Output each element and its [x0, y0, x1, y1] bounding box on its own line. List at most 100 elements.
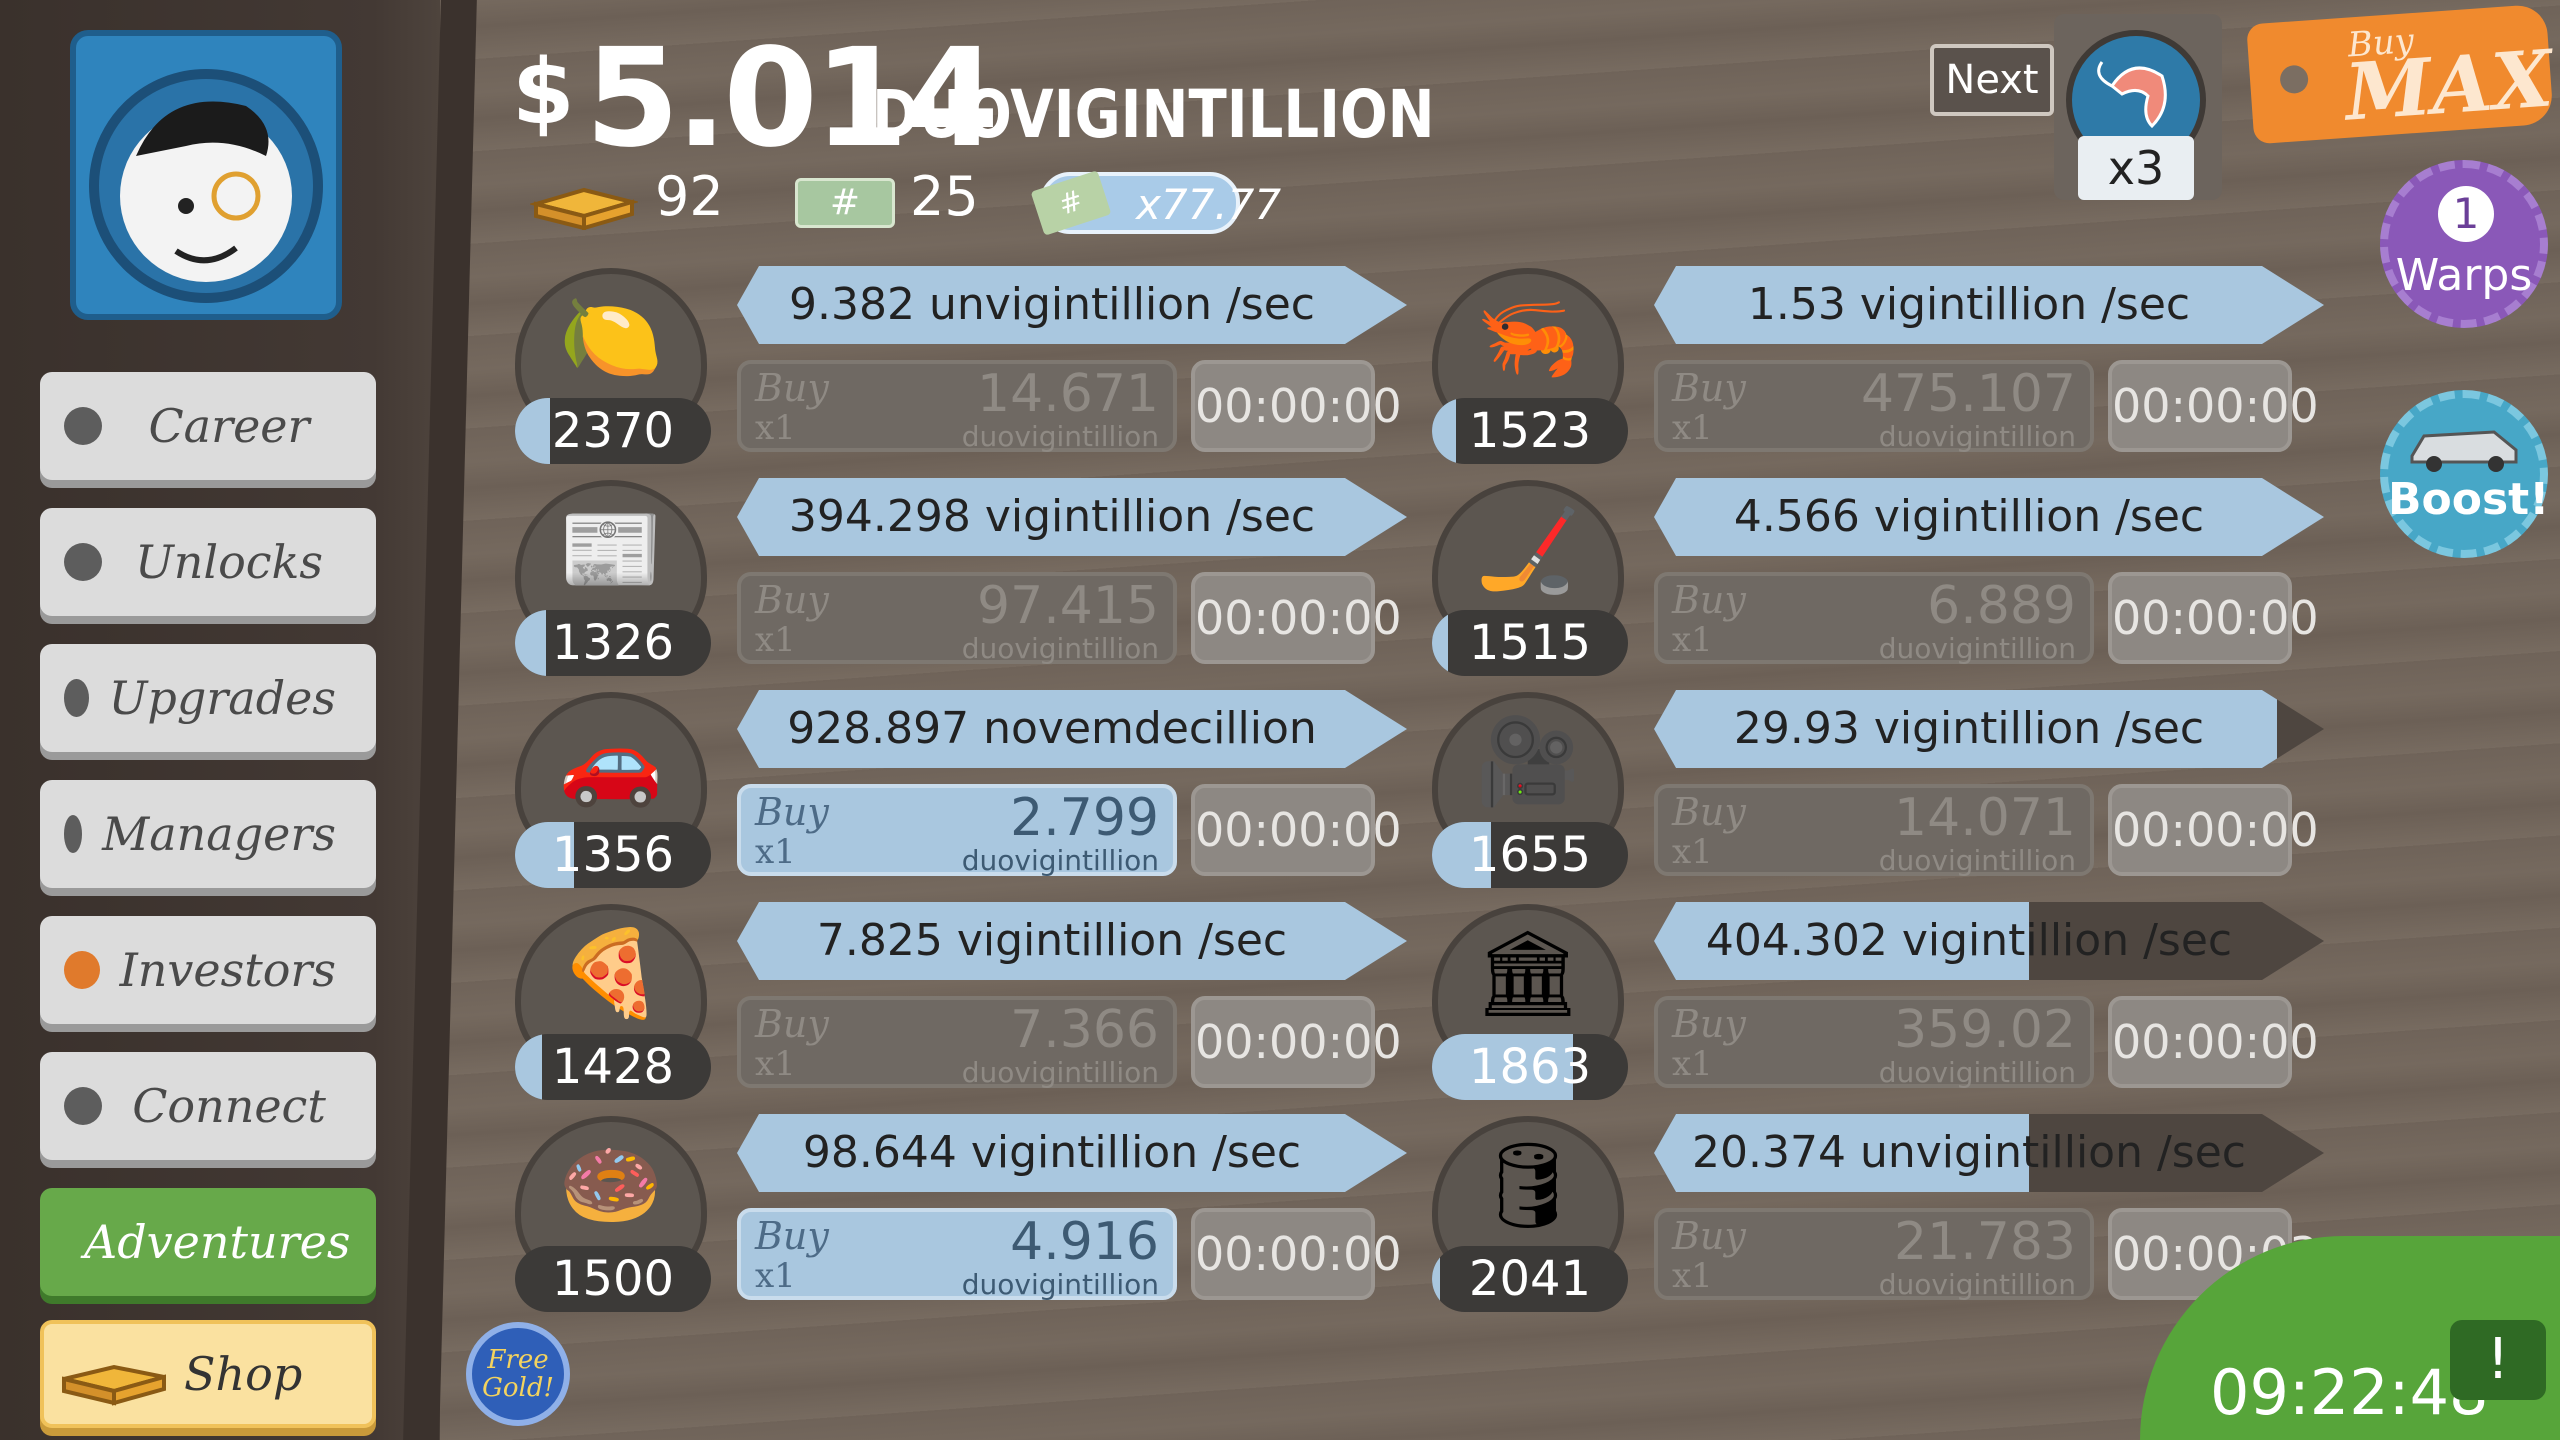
- status-dot: [64, 543, 102, 581]
- cycle-timer: 00:00:00: [2108, 784, 2319, 876]
- unlocks-button[interactable]: Unlocks: [40, 508, 376, 616]
- boost-button[interactable]: Boost!: [2380, 390, 2550, 558]
- boost-label: Boost!: [2388, 474, 2550, 525]
- cash-amount: 5.014: [585, 20, 999, 178]
- buy-business-button[interactable]: Buy x1 97.415 duovigintillion: [737, 572, 1177, 665]
- cycle-progress-fill: [1654, 1114, 2029, 1192]
- cash-currency-symbol: $: [512, 40, 575, 145]
- buy-label: Buy: [1672, 1214, 1746, 1258]
- buy-price: 6.889: [1927, 576, 2076, 636]
- buy-business-button[interactable]: Buy x1 7.366 duovigintillion: [737, 996, 1177, 1089]
- buy-price: 97.415: [977, 576, 1159, 636]
- buy-label: Buy: [1672, 578, 1746, 622]
- astronaut-portrait-icon: [89, 69, 323, 303]
- buy-price-unit: duovigintillion: [961, 844, 1159, 877]
- buy-quantity: x1: [1672, 832, 1713, 872]
- buy-business-button[interactable]: Buy x1 14.071 duovigintillion: [1654, 784, 2094, 877]
- level-progress-fill: [515, 398, 551, 464]
- managers-label: Managers: [102, 807, 336, 861]
- cycle-timer: 00:00:00: [2108, 996, 2319, 1088]
- buy-quantity: x1: [1672, 408, 1713, 448]
- cycle-timer: 00:00:00: [2108, 360, 2319, 452]
- buy-business-button[interactable]: Buy x1 2.799 duovigintillion: [737, 784, 1177, 877]
- oil-rig-icon: 🛢: [1474, 1136, 1582, 1234]
- cycle-timer: 00:00:00: [2108, 572, 2319, 664]
- free-gold-button[interactable]: Free Gold!: [466, 1322, 570, 1426]
- status-dot: [64, 951, 100, 989]
- revenue-progress-bar: 1.53 vigintillion /sec: [1654, 266, 2324, 344]
- upgrades-button[interactable]: Upgrades: [40, 644, 376, 752]
- status-dot: [64, 407, 102, 445]
- career-button[interactable]: Career: [40, 372, 376, 480]
- buy-price-unit: duovigintillion: [1878, 1056, 2076, 1089]
- shrimp-icon: 🦐: [1475, 288, 1581, 386]
- business-count-value: 1500: [551, 1251, 675, 1307]
- buy-price-unit: duovigintillion: [1878, 420, 2076, 453]
- buy-label: Buy: [755, 366, 829, 410]
- next-unlock-button[interactable]: Next: [1930, 44, 2054, 116]
- gold-bars-icon: [530, 187, 638, 230]
- bank-icon: 🏛: [1474, 924, 1582, 1022]
- cycle-timer: 00:00:00: [1191, 572, 1402, 664]
- donut-icon: 🍩: [558, 1136, 664, 1234]
- business-count-value: 1655: [1468, 827, 1592, 883]
- business-owned-count: 1515: [1432, 610, 1628, 676]
- cycle-progress-fill: [1654, 902, 2029, 980]
- business-count-value: 1428: [551, 1039, 675, 1095]
- level-progress-fill: [1432, 1034, 1574, 1100]
- buy-price: 475.107: [1860, 364, 2076, 424]
- investors-button[interactable]: Investors: [40, 916, 376, 1024]
- buy-price-unit: duovigintillion: [1878, 632, 2076, 665]
- business-owned-count: 2041: [1432, 1246, 1628, 1312]
- next-unlock-panel[interactable]: x3: [2054, 14, 2222, 200]
- business-owned-count: 1326: [515, 610, 711, 676]
- revenue-progress-bar: 4.566 vigintillion /sec: [1654, 478, 2324, 556]
- buy-business-button[interactable]: Buy x1 21.783 duovigintillion: [1654, 1208, 2094, 1301]
- buy-label: Buy: [755, 790, 829, 834]
- angel-multiplier[interactable]: # x77.77: [1030, 170, 1281, 236]
- buy-quantity: x1: [755, 1044, 796, 1084]
- business-count-value: 1356: [551, 827, 675, 883]
- gold-count: 92: [655, 165, 724, 228]
- buy-quantity: x1: [755, 832, 796, 872]
- revenue-rate: 1.53 vigintillion /sec: [1747, 279, 2191, 330]
- buy-business-button[interactable]: Buy x1 6.889 duovigintillion: [1654, 572, 2094, 665]
- revenue-rate: 7.825 vigintillion /sec: [816, 915, 1288, 966]
- buy-business-button[interactable]: Buy x1 4.916 duovigintillion: [737, 1208, 1177, 1301]
- adventures-button[interactable]: Adventures: [40, 1188, 376, 1296]
- revenue-progress-bar: 29.93 vigintillion /sec: [1654, 690, 2324, 768]
- buy-business-button[interactable]: Buy x1 359.02 duovigintillion: [1654, 996, 2094, 1089]
- buy-business-button[interactable]: Buy x1 14.671 duovigintillion: [737, 360, 1177, 453]
- tv-timer-panel[interactable]: 09:22:48 !: [2140, 1236, 2560, 1440]
- car-icon: [2410, 430, 2518, 472]
- buy-max-button[interactable]: Buy MAX: [2246, 3, 2555, 145]
- connect-button[interactable]: Connect: [40, 1052, 376, 1160]
- cycle-timer: 00:00:00: [1191, 784, 1402, 876]
- warps-button[interactable]: 1 Warps: [2380, 160, 2548, 328]
- buy-label: Buy: [1672, 366, 1746, 410]
- buy-quantity: x1: [755, 408, 796, 448]
- level-progress-fill: [515, 610, 547, 676]
- business-owned-count: 1655: [1432, 822, 1628, 888]
- buy-quantity: x1: [755, 620, 796, 660]
- buy-price-unit: duovigintillion: [961, 1268, 1159, 1301]
- business-count-value: 1515: [1468, 615, 1592, 671]
- tv-alert-icon: !: [2450, 1320, 2546, 1400]
- revenue-rate: 4.566 vigintillion /sec: [1733, 491, 2205, 542]
- cycle-timer: 00:00:00: [1191, 996, 1402, 1088]
- shop-button[interactable]: Shop: [40, 1320, 376, 1428]
- buy-quantity: x1: [1672, 620, 1713, 660]
- status-dot: [64, 1087, 102, 1125]
- level-progress-fill: [515, 822, 574, 888]
- business-owned-count: 2370: [515, 398, 711, 464]
- buy-price-unit: duovigintillion: [961, 1056, 1159, 1089]
- angel-icon: #: [1030, 170, 1112, 236]
- cycle-timer: 00:00:00: [1191, 360, 1402, 452]
- buy-price: 14.071: [1894, 788, 2076, 848]
- cash-unit: DUOVIGINTILLION: [872, 76, 1435, 153]
- business-owned-count: 1428: [515, 1034, 711, 1100]
- newspaper-icon: 📰: [558, 500, 664, 598]
- managers-button[interactable]: Managers: [40, 780, 376, 888]
- player-avatar[interactable]: [70, 30, 342, 320]
- buy-business-button[interactable]: Buy x1 475.107 duovigintillion: [1654, 360, 2094, 453]
